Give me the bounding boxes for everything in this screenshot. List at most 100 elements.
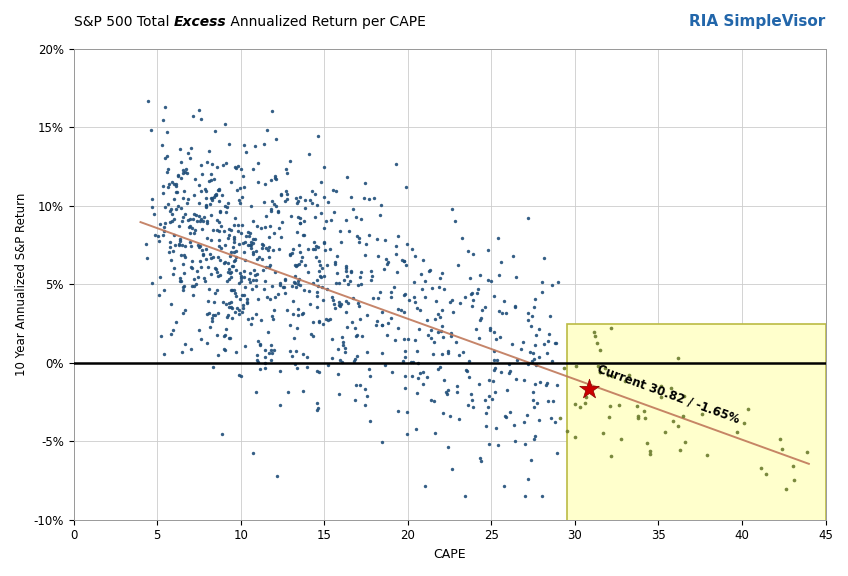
Point bbox=[441, 386, 455, 395]
Point bbox=[194, 160, 208, 169]
Point bbox=[317, 238, 331, 247]
Point bbox=[267, 305, 281, 314]
Point bbox=[192, 105, 206, 114]
Point bbox=[364, 371, 377, 380]
Point bbox=[568, 400, 582, 409]
Point bbox=[207, 310, 220, 320]
Point bbox=[289, 193, 303, 202]
Point bbox=[288, 271, 302, 281]
Point bbox=[573, 402, 587, 411]
Point bbox=[189, 211, 203, 220]
Point bbox=[281, 169, 294, 178]
Point bbox=[618, 377, 632, 386]
Point bbox=[177, 282, 191, 291]
Point bbox=[174, 274, 187, 283]
Point bbox=[257, 197, 271, 206]
Point bbox=[211, 185, 225, 195]
Point bbox=[286, 281, 299, 290]
Point bbox=[444, 331, 457, 340]
Point bbox=[147, 209, 160, 218]
Point bbox=[433, 273, 447, 282]
Point bbox=[354, 268, 367, 277]
Point bbox=[208, 190, 221, 199]
Point bbox=[523, 347, 537, 357]
Point bbox=[630, 402, 644, 411]
Point bbox=[474, 456, 488, 465]
Point bbox=[187, 210, 200, 219]
Point bbox=[238, 342, 252, 351]
Point bbox=[204, 323, 217, 332]
Point bbox=[230, 304, 243, 313]
Point bbox=[397, 290, 410, 300]
Point bbox=[187, 112, 200, 121]
Point bbox=[267, 228, 281, 237]
Point bbox=[594, 367, 607, 377]
Point bbox=[218, 119, 232, 128]
Point bbox=[295, 252, 309, 262]
Point bbox=[598, 363, 611, 373]
Point bbox=[590, 338, 604, 347]
Point bbox=[271, 207, 285, 216]
Point bbox=[219, 158, 232, 168]
Point bbox=[229, 253, 243, 262]
Point bbox=[146, 195, 159, 204]
Point bbox=[452, 350, 466, 359]
Point bbox=[330, 186, 343, 195]
Point bbox=[231, 161, 244, 170]
Point bbox=[278, 289, 292, 298]
Point bbox=[227, 286, 241, 295]
Point bbox=[164, 242, 177, 252]
Point bbox=[273, 278, 287, 287]
Point bbox=[377, 264, 391, 273]
Point bbox=[631, 411, 644, 420]
Point bbox=[362, 365, 376, 374]
Point bbox=[518, 491, 532, 501]
Point bbox=[287, 244, 300, 253]
Point bbox=[205, 194, 219, 203]
Point bbox=[157, 222, 170, 232]
Point bbox=[222, 264, 236, 274]
Point bbox=[225, 302, 238, 311]
Point bbox=[205, 314, 219, 323]
Point bbox=[415, 270, 428, 279]
Point bbox=[329, 278, 343, 287]
Point bbox=[145, 202, 159, 211]
Point bbox=[396, 256, 410, 265]
Point bbox=[332, 389, 346, 399]
Point bbox=[281, 305, 294, 314]
Point bbox=[164, 255, 177, 264]
Point bbox=[233, 198, 247, 207]
Point bbox=[401, 407, 415, 416]
Point bbox=[318, 162, 332, 172]
Point bbox=[287, 278, 301, 287]
Point bbox=[247, 448, 260, 457]
Point bbox=[312, 318, 326, 327]
Point bbox=[230, 291, 243, 301]
Point bbox=[488, 363, 501, 373]
Point bbox=[358, 384, 371, 393]
Point bbox=[172, 240, 186, 249]
Point bbox=[460, 366, 474, 375]
Point bbox=[297, 285, 310, 294]
Point bbox=[509, 272, 522, 282]
Point bbox=[676, 411, 689, 420]
Point bbox=[153, 332, 167, 341]
Point bbox=[218, 257, 232, 266]
Point bbox=[328, 258, 342, 267]
Point bbox=[234, 229, 248, 238]
Point bbox=[192, 181, 205, 190]
Point bbox=[228, 233, 242, 242]
Point bbox=[178, 339, 192, 348]
Point bbox=[194, 262, 208, 271]
Point bbox=[400, 430, 414, 439]
Point bbox=[338, 344, 351, 353]
Point bbox=[265, 312, 279, 321]
Point bbox=[490, 355, 504, 365]
Point bbox=[214, 206, 227, 215]
Point bbox=[225, 297, 238, 306]
Point bbox=[188, 225, 202, 234]
Point bbox=[525, 356, 538, 365]
Point bbox=[399, 289, 412, 298]
Point bbox=[399, 260, 413, 270]
Point bbox=[318, 245, 332, 255]
